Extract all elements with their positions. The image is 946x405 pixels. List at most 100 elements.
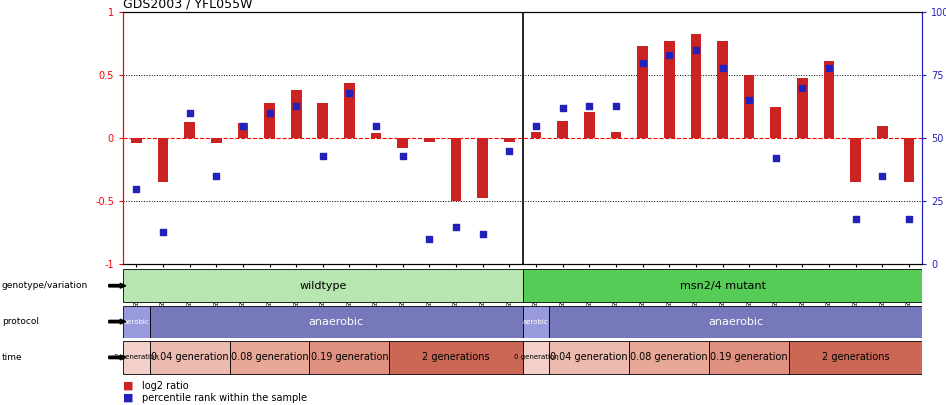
Bar [123,341,149,374]
Bar [770,107,781,139]
Point [289,102,304,109]
Bar [149,306,522,337]
Point [689,47,704,53]
Bar [522,269,922,302]
Bar [797,78,808,139]
Bar [710,341,789,374]
Point [155,228,170,235]
Bar [531,132,541,139]
Text: GDS2003 / YFL055W: GDS2003 / YFL055W [123,0,253,11]
Bar [824,61,834,139]
Text: msn2/4 mutant: msn2/4 mutant [679,281,765,291]
Point [768,155,783,162]
Point [902,216,917,222]
Text: 0 generation: 0 generation [514,354,558,360]
Bar [424,139,435,142]
Bar [664,41,674,139]
Text: 0.19 generation: 0.19 generation [310,352,388,362]
Bar [123,306,149,337]
Text: 0.04 generation: 0.04 generation [551,352,628,362]
Point [875,173,890,179]
Bar [850,139,861,183]
Bar [184,122,195,139]
Bar [230,341,309,374]
Text: 2 generations: 2 generations [822,352,889,362]
Point [661,52,676,58]
Point [849,216,864,222]
Text: wildtype: wildtype [299,281,346,291]
Point [209,173,224,179]
Bar [123,269,522,302]
Text: aerobic: aerobic [523,319,549,324]
Bar [550,341,629,374]
Text: genotype/variation: genotype/variation [2,281,88,290]
Point [742,97,757,104]
Point [422,236,437,243]
Text: 0.08 generation: 0.08 generation [630,352,708,362]
Point [821,64,836,71]
Point [129,185,144,192]
Point [555,105,570,111]
Text: 0 generation: 0 generation [114,354,159,360]
Text: anaerobic: anaerobic [709,317,763,326]
Text: time: time [2,353,23,362]
Text: log2 ratio: log2 ratio [142,381,188,391]
Bar [309,341,390,374]
Bar [744,75,755,139]
Point [635,60,650,66]
Text: percentile rank within the sample: percentile rank within the sample [142,393,307,403]
Point [369,122,384,129]
Text: ■: ■ [123,381,133,391]
Point [236,122,251,129]
Bar [584,112,595,139]
Bar [390,341,522,374]
Bar [877,126,887,139]
Bar [290,90,302,139]
Point [582,102,597,109]
Point [262,110,277,116]
Bar [397,139,408,148]
Bar [158,139,168,183]
Bar [691,34,701,139]
Point [475,231,490,237]
Bar [522,341,550,374]
Bar [629,341,710,374]
Bar [610,132,622,139]
Point [608,102,623,109]
Bar [717,41,727,139]
Bar [478,139,488,198]
Point [342,90,357,96]
Point [715,64,730,71]
Bar [903,139,915,183]
Bar [344,83,355,139]
Point [448,224,464,230]
Bar [237,123,248,139]
Bar [450,139,462,201]
Bar [504,139,515,142]
Bar [131,139,142,143]
Text: aerobic: aerobic [123,319,149,324]
Point [182,110,197,116]
Text: anaerobic: anaerobic [308,317,363,326]
Bar [550,306,922,337]
Bar [789,341,922,374]
Text: 0.04 generation: 0.04 generation [150,352,228,362]
Bar [264,103,275,139]
Bar [211,139,221,143]
Bar [557,121,568,139]
Bar [522,306,550,337]
Bar [638,46,648,139]
Point [395,153,411,159]
Point [315,153,330,159]
Bar [149,341,230,374]
Bar [318,103,328,139]
Text: 0.19 generation: 0.19 generation [710,352,788,362]
Bar [371,133,381,139]
Point [501,148,517,154]
Text: ■: ■ [123,393,133,403]
Text: 2 generations: 2 generations [422,352,490,362]
Point [529,122,544,129]
Text: 0.08 generation: 0.08 generation [231,352,308,362]
Point [795,85,810,91]
Text: protocol: protocol [2,317,39,326]
